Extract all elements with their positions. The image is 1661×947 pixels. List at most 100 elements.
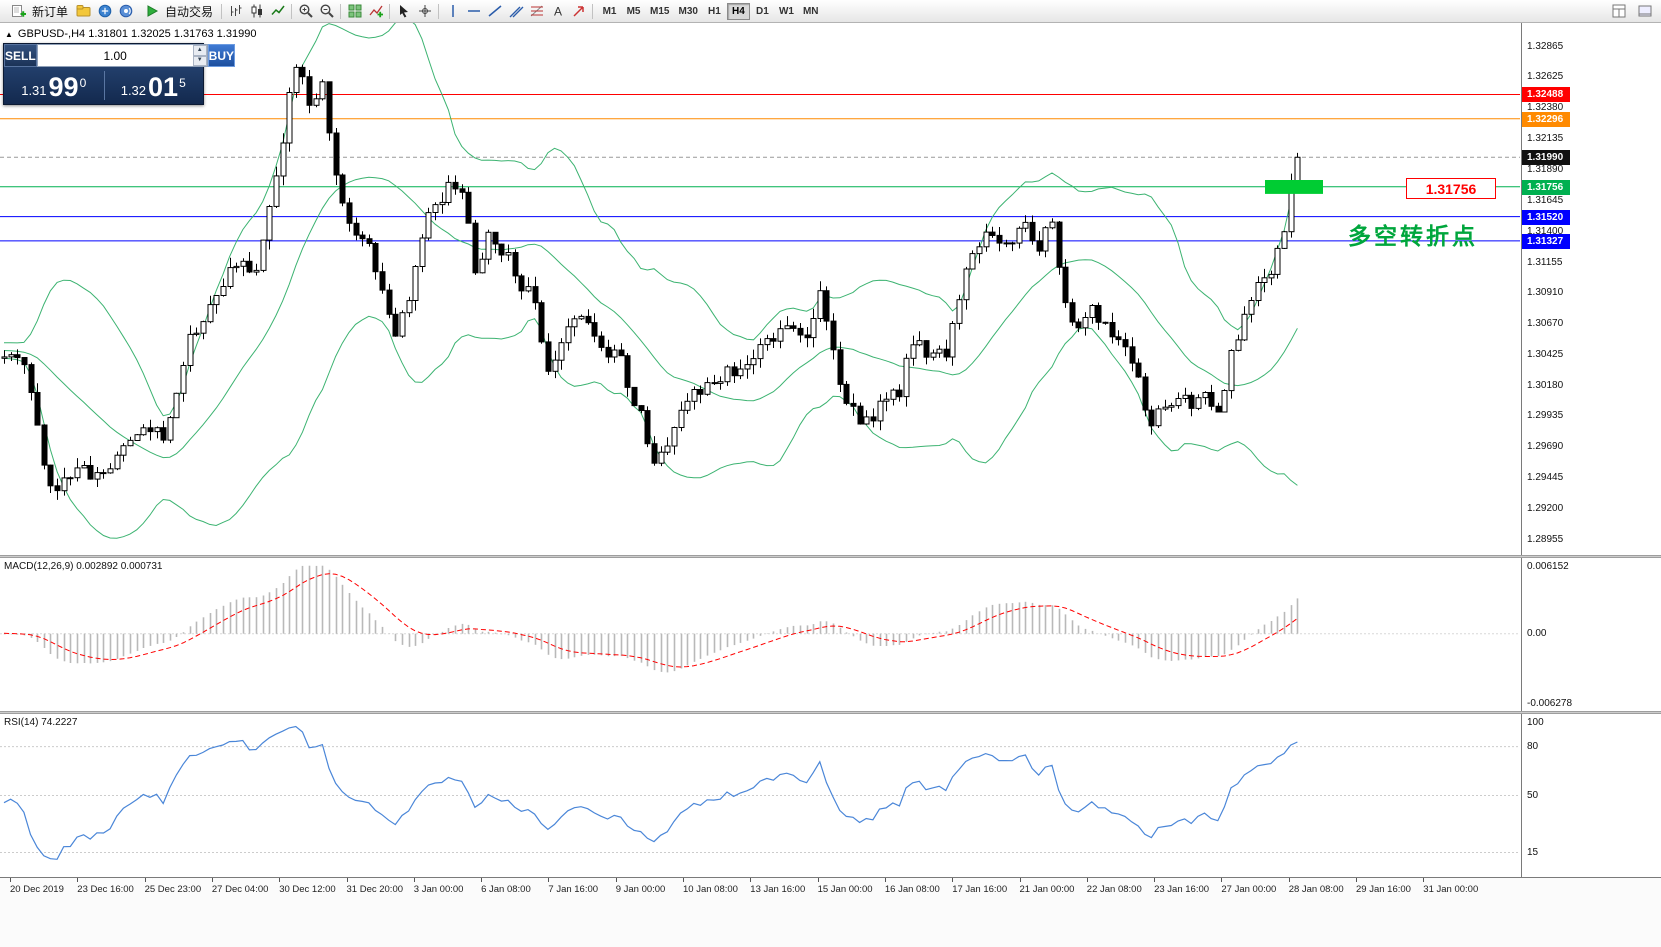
sell-price[interactable]: 1.31 99 0 xyxy=(4,67,104,104)
toolbar-separator xyxy=(592,3,594,19)
annotation-note-text[interactable]: 多空转折点 xyxy=(1348,223,1478,249)
candle-body xyxy=(399,312,406,337)
arrows-tool-icon[interactable] xyxy=(568,1,589,21)
time-axis-label: 17 Jan 16:00 xyxy=(952,884,1008,895)
new-order-button[interactable]: 新订单 xyxy=(3,1,73,21)
price-axis[interactable]: 1.32865 1.32625 1.32380 1.32135 1.31890 1.316… xyxy=(1521,23,1661,877)
time-axis-label: 7 Jan 16:00 xyxy=(548,884,599,895)
candle-body xyxy=(618,349,625,357)
cursor-icon[interactable] xyxy=(393,1,414,21)
panel-splitter-rsi[interactable] xyxy=(0,711,1661,714)
bar-chart-icon[interactable] xyxy=(225,1,246,21)
time-axis-label: 21 Jan 00:00 xyxy=(1019,884,1075,895)
candle-body xyxy=(1016,227,1023,244)
candle-body xyxy=(1294,156,1301,182)
price-axis-label: 1.29690 xyxy=(1527,441,1564,453)
volume-input[interactable] xyxy=(37,45,193,66)
one-click-collapse-icon[interactable]: ▲ xyxy=(5,29,13,39)
rsi-axis-label: 50 xyxy=(1527,789,1539,801)
candle-body xyxy=(1195,397,1202,409)
line-chart-icon[interactable] xyxy=(267,1,288,21)
vertical-line-icon[interactable] xyxy=(442,1,463,21)
data-window-icon[interactable] xyxy=(1608,1,1629,21)
zoom-in-icon[interactable] xyxy=(295,1,316,21)
trendline-icon[interactable] xyxy=(484,1,505,21)
timeframe-m5-button[interactable]: M5 xyxy=(622,3,645,20)
timeframe-d1-button[interactable]: D1 xyxy=(751,3,774,20)
time-axis-tick xyxy=(884,878,886,882)
candle-body xyxy=(850,402,857,407)
volume-down-button[interactable]: ▼ xyxy=(192,55,207,66)
indicators-icon[interactable] xyxy=(365,1,386,21)
candle-body xyxy=(983,231,990,248)
candle-body xyxy=(691,389,698,402)
autotrading-button[interactable]: 自动交易 xyxy=(136,1,218,21)
price-axis-label: 1.29445 xyxy=(1527,472,1564,484)
candle-body xyxy=(1241,313,1248,341)
candle-body xyxy=(764,338,771,346)
buy-price-prefix: 1.32 xyxy=(120,83,147,98)
signals-icon[interactable] xyxy=(115,1,136,21)
zoom-out-icon[interactable] xyxy=(316,1,337,21)
price-axis-label: 1.28955 xyxy=(1527,533,1564,545)
time-axis-tick xyxy=(279,878,281,882)
text-tool-icon[interactable]: A xyxy=(547,1,568,21)
price-level-badge: 1.31756 xyxy=(1522,179,1570,195)
candle-body xyxy=(1069,302,1076,323)
time-axis-tick xyxy=(77,878,79,882)
buy-price[interactable]: 1.32 01 5 xyxy=(104,67,204,104)
market-icon[interactable] xyxy=(94,1,115,21)
equidistant-channel-icon[interactable] xyxy=(505,1,526,21)
rsi-pane[interactable]: RSI(14) 74.2227 xyxy=(0,714,1521,877)
terminal-icon[interactable] xyxy=(1634,1,1655,21)
volume-up-button[interactable]: ▲ xyxy=(192,45,207,56)
candlestick-chart-icon[interactable] xyxy=(246,1,267,21)
candle-body xyxy=(293,66,300,94)
candle-body xyxy=(969,253,976,270)
candle-body xyxy=(1175,398,1182,407)
metaeditor-icon[interactable] xyxy=(73,1,94,21)
candle-body xyxy=(498,243,505,256)
candle-body xyxy=(883,398,890,402)
time-axis[interactable]: 20 Dec 2019 23 Dec 16:00 25 Dec 23:00 27 De… xyxy=(0,877,1661,947)
candle-body xyxy=(459,188,466,193)
timeframe-m1-button[interactable]: M1 xyxy=(598,3,621,20)
timeframe-m15-button[interactable]: M15 xyxy=(646,3,673,20)
candle-body xyxy=(1003,242,1010,245)
timeframe-h4-button[interactable]: H4 xyxy=(726,2,750,20)
candle-body xyxy=(1122,339,1129,348)
macd-pane[interactable]: MACD(12,26,9) 0.002892 0.000731 xyxy=(0,558,1521,711)
buy-button[interactable]: BUY xyxy=(207,44,236,67)
macd-canvas[interactable] xyxy=(0,558,1521,711)
candle-body xyxy=(286,92,293,144)
crosshair-icon[interactable] xyxy=(414,1,435,21)
timeframe-h1-button[interactable]: H1 xyxy=(703,3,726,20)
price-flag-label[interactable]: 1.31756 xyxy=(1406,178,1496,199)
autotrading-icon xyxy=(141,1,162,21)
timeframe-w1-button[interactable]: W1 xyxy=(775,3,798,20)
timeframe-m30-button[interactable]: M30 xyxy=(674,3,701,20)
candle-body xyxy=(989,231,996,237)
price-chart-canvas[interactable] xyxy=(0,23,1521,555)
toolbar-separator xyxy=(389,3,391,19)
price-chart-pane[interactable]: ▲ GBPUSD-,H4 1.31801 1.32025 1.31763 1.3… xyxy=(0,23,1521,555)
candle-body xyxy=(870,416,877,422)
panel-splitter-macd[interactable] xyxy=(0,555,1661,558)
candle-body xyxy=(724,366,731,383)
price-divider xyxy=(103,71,105,100)
candle-body xyxy=(1215,405,1222,413)
sell-button[interactable]: SELL xyxy=(4,44,37,67)
time-axis-tick xyxy=(952,878,954,882)
fibonacci-icon[interactable] xyxy=(526,1,547,21)
candle-body xyxy=(916,340,923,346)
candle-body xyxy=(512,252,519,277)
candle-body xyxy=(200,321,207,334)
time-axis-tick xyxy=(413,878,415,882)
volume-control: ▲ ▼ xyxy=(36,44,208,67)
bollinger-middle-band xyxy=(3,176,1298,459)
tile-windows-icon[interactable] xyxy=(344,1,365,21)
horizontal-line-icon[interactable] xyxy=(463,1,484,21)
timeframe-mn-button[interactable]: MN xyxy=(799,3,823,20)
rsi-canvas[interactable] xyxy=(0,714,1521,877)
price-axis-label: 1.32380 xyxy=(1527,102,1564,114)
